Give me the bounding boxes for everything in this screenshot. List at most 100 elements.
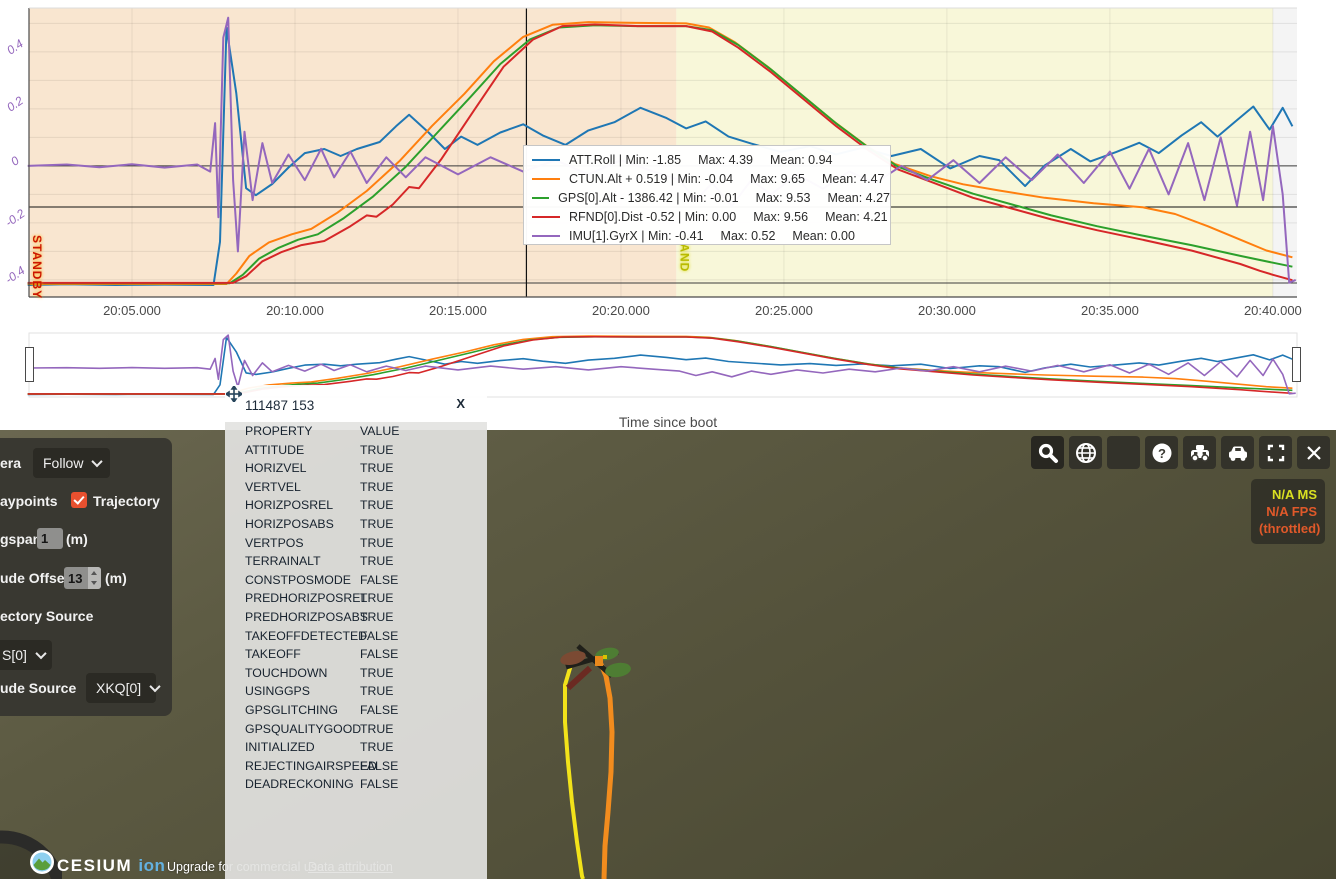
property-value: TRUE (360, 442, 394, 457)
property-table-header: PROPERTY VALUE (225, 422, 487, 441)
x-tick-label: 20:05.000 (103, 303, 161, 318)
legend-line-swatch (532, 196, 550, 199)
chevron-down-icon (91, 455, 104, 468)
legend-line-swatch (532, 234, 560, 237)
scrubber-right-handle[interactable] (1292, 347, 1301, 382)
property-name: HORIZVEL (245, 461, 307, 476)
rover-icon (1190, 444, 1209, 462)
close-view-button[interactable] (1297, 436, 1330, 469)
trajectory-source-label: ectory Source (0, 608, 94, 624)
property-name: PROPERTY (245, 424, 313, 438)
cesium-logo-icon[interactable] (29, 849, 55, 875)
svg-text:?: ? (1158, 446, 1166, 461)
property-name: DEADRECKONING (245, 777, 354, 792)
wingspan-input[interactable] (37, 528, 63, 549)
property-value: TRUE (360, 665, 394, 680)
property-name: TAKEOFFDETECTED (245, 628, 368, 643)
legend-text: Max: 4.39 (698, 152, 753, 167)
fullscreen-button[interactable] (1259, 436, 1292, 469)
x-tick-label: 20:10.000 (266, 303, 324, 318)
legend-text: Mean: 0.00 (792, 228, 855, 243)
property-name: PREDHORIZPOSREL (245, 591, 368, 606)
x-tick-label: 20:20.000 (592, 303, 650, 318)
panel-close-button[interactable]: X (456, 396, 465, 411)
legend-text: Mean: 4.27 (827, 190, 890, 205)
attitude-source-select[interactable]: XKQ[0] (86, 673, 161, 703)
rover-view-button[interactable] (1183, 436, 1216, 469)
help-icon: ? (1152, 443, 1171, 462)
ion-text: ion (138, 856, 166, 875)
property-value: TRUE (360, 535, 394, 550)
search-button[interactable] (1031, 436, 1064, 469)
wingspan-label: gspan (0, 531, 42, 547)
timeline-scrubber[interactable] (0, 331, 1336, 401)
trajectory-checkbox[interactable] (71, 492, 87, 508)
attitude-source-value: XKQ[0] (96, 680, 142, 696)
camera-mode-select[interactable]: Follow (33, 448, 110, 478)
legend-line-swatch (532, 215, 560, 218)
cesium-toolbar: ? (1031, 436, 1330, 469)
property-value: TRUE (360, 721, 394, 736)
legend-text: GPS[0].Alt - 1386.42 | Min: -0.01 (558, 190, 739, 205)
attitude-source-label: ude Source (0, 680, 77, 696)
x-tick-label: 20:35.000 (1080, 303, 1139, 318)
ekf-status-panel[interactable]: 111487 153 X PROPERTY VALUE ATTITUDE TRUE HO… (225, 385, 487, 879)
property-name: VERTVEL (245, 479, 301, 494)
property-value: TRUE (360, 740, 394, 755)
property-row: PREDHORIZPOSABS TRUE (225, 608, 487, 627)
x-tick-label: 20:25.000 (755, 303, 813, 318)
property-value: VALUE (360, 424, 400, 438)
property-value: TRUE (360, 591, 394, 606)
fps-value: N/A FPS (1266, 504, 1317, 519)
property-row: HORIZPOSABS TRUE (225, 515, 487, 534)
legend-row: CTUN.Alt + 0.519 | Min: -0.04 Max: 9.65 Me… (532, 169, 890, 188)
property-value: TRUE (360, 554, 394, 569)
legend-text: Max: 9.56 (753, 209, 809, 224)
property-row: HORIZPOSREL TRUE (225, 496, 487, 515)
scrubber-left-handle[interactable] (25, 347, 34, 382)
imagery-button[interactable] (1107, 436, 1140, 469)
property-row: CONSTPOSMODE FALSE (225, 571, 487, 590)
property-name: INITIALIZED (245, 740, 315, 755)
x-tick-label: 20:30.000 (917, 303, 976, 318)
chevron-down-icon (149, 680, 161, 693)
stepper-arrows-icon[interactable] (88, 567, 101, 589)
drone-model (560, 644, 631, 691)
legend-text: RFND[0].Dist -0.52 | Min: 0.00 (569, 209, 737, 224)
help-button[interactable]: ? (1145, 436, 1178, 469)
altitude-offset-unit: (m) (105, 570, 127, 586)
throttled-label: (throttled) (1259, 521, 1321, 536)
trajectory-source-select[interactable]: S[0] (0, 640, 52, 670)
property-row: INITIALIZED TRUE (225, 738, 487, 757)
cesium-logo-text[interactable]: CESIUM ion (57, 856, 165, 876)
legend-text: Max: 0.52 (720, 228, 776, 243)
property-value: FALSE (360, 572, 399, 587)
property-name: VERTPOS (245, 535, 304, 550)
property-row: VERTPOS TRUE (225, 534, 487, 553)
property-row: VERTVEL TRUE (225, 478, 487, 497)
property-value: TRUE (360, 461, 394, 476)
legend-row: RFND[0].Dist -0.52 | Min: 0.00 Max: 9.56 M… (532, 207, 890, 226)
waypoints-label: aypoints (0, 493, 58, 509)
property-name: HORIZPOSABS (245, 516, 334, 531)
wingspan-unit: (m) (66, 531, 88, 547)
property-name: REJECTINGAIRSPEED (245, 758, 377, 773)
property-row: USINGGPS TRUE (225, 682, 487, 701)
globe-icon (1075, 442, 1096, 463)
move-handle-icon[interactable] (226, 386, 242, 402)
close-icon (1306, 445, 1321, 460)
globe-button[interactable] (1069, 436, 1102, 469)
car-view-button[interactable] (1221, 436, 1254, 469)
legend-row: GPS[0].Alt - 1386.42 | Min: -0.01 Max: 9.… (532, 188, 890, 207)
legend-text: Max: 9.65 (750, 171, 805, 186)
property-row: HORIZVEL TRUE (225, 459, 487, 478)
fullscreen-icon (1267, 444, 1284, 461)
property-name: GPSGLITCHING (245, 702, 338, 717)
cesium-3d-view[interactable]: ? (0, 430, 1336, 879)
altitude-offset-label: ude Offset (0, 570, 70, 586)
property-value: FALSE (360, 758, 399, 773)
property-row: TOUCHDOWN TRUE (225, 664, 487, 683)
performance-badge: N/A MS N/A FPS (throttled) (1251, 479, 1325, 544)
property-name: CONSTPOSMODE (245, 572, 351, 587)
trajectory-source-value: S[0] (2, 647, 27, 663)
